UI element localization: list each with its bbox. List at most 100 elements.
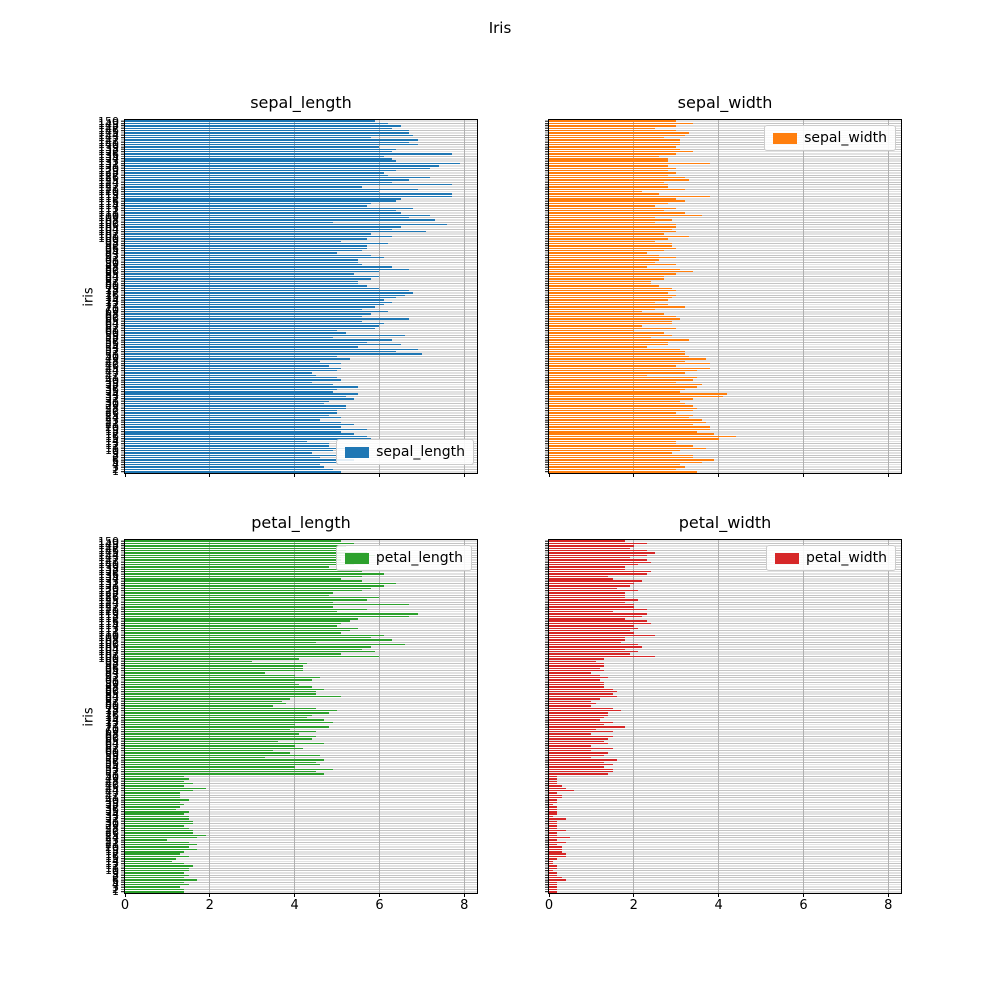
bar: [549, 815, 554, 818]
y-tick-label: 124: [98, 175, 119, 189]
y-tick-label: 64: [105, 317, 119, 331]
bar: [125, 747, 304, 749]
bar: [125, 629, 350, 632]
y-tick-label: 123: [98, 598, 119, 612]
y-tick-label: 139: [98, 560, 119, 574]
bar: [549, 221, 656, 224]
y-tick-label: 106: [98, 218, 119, 232]
y-tick-label: 92: [105, 671, 119, 685]
bar: [125, 209, 397, 212]
bar: [549, 301, 656, 304]
bar: [125, 348, 418, 351]
vertical-gridline: [378, 120, 380, 473]
bar: [549, 395, 723, 398]
bar: [125, 792, 181, 794]
bar: [125, 653, 342, 655]
x-tick: [802, 893, 804, 897]
bar: [549, 155, 660, 158]
bar: [125, 153, 452, 155]
y-tick-label: 120: [98, 185, 119, 199]
y-tick-label: 46: [105, 359, 119, 373]
bar: [549, 608, 647, 611]
bar: [549, 299, 668, 301]
bar: [125, 353, 422, 355]
y-tick-label: 143: [98, 551, 119, 565]
bar: [549, 435, 736, 438]
bar: [125, 405, 346, 407]
x-tick: [463, 473, 465, 477]
bar: [125, 832, 193, 834]
bar: [125, 749, 274, 752]
bar: [549, 794, 562, 797]
x-tick-labels: 0 2 4 6 8: [545, 898, 901, 914]
y-tick-label: 39: [105, 795, 119, 809]
bar: [549, 304, 668, 306]
bar: [549, 273, 677, 275]
bar: [125, 320, 363, 322]
y-tick-label: 36: [105, 802, 119, 816]
bar: [549, 681, 605, 684]
bar: [125, 127, 393, 129]
bar: [125, 207, 414, 209]
y-tick-label: 61: [105, 744, 119, 758]
bar: [125, 582, 397, 585]
y-tick-label: 62: [105, 741, 119, 755]
bar: [549, 721, 613, 724]
y-tick-label: 108: [98, 633, 119, 647]
bar: [549, 561, 651, 564]
y-tick-label: 88: [105, 680, 119, 694]
bar: [549, 275, 664, 278]
bar: [125, 308, 363, 311]
y-tick-label: 80: [105, 699, 119, 713]
bar: [549, 160, 668, 162]
bar: [549, 813, 558, 815]
bar: [125, 318, 410, 320]
x-tick-label: 4: [290, 898, 299, 913]
bar: [549, 585, 630, 587]
bar: [125, 881, 185, 884]
y-tick-label: 113: [98, 621, 119, 635]
bar: [125, 846, 189, 848]
bar: [549, 599, 639, 601]
y-tick-label: 23: [105, 833, 119, 847]
y-tick-label: 5: [112, 455, 119, 469]
bar: [549, 365, 677, 367]
bar: [549, 461, 702, 464]
bar: [549, 869, 554, 872]
y-tick-label: 73: [105, 295, 119, 309]
x-tick-label: 2: [629, 898, 638, 913]
bar: [549, 853, 566, 855]
bar: [125, 622, 342, 625]
bar: [125, 700, 282, 702]
y-tick-label: 76: [105, 288, 119, 302]
bar: [549, 549, 647, 552]
legend: sepal_length: [336, 439, 474, 465]
bar: [125, 398, 354, 400]
y-tick-label: 139: [98, 140, 119, 154]
bar: [125, 449, 333, 452]
bar: [125, 632, 342, 634]
y-tick-label: 56: [105, 755, 119, 769]
bar: [125, 554, 376, 556]
bar: [125, 618, 359, 620]
bar: [549, 684, 605, 686]
bar: [549, 735, 613, 738]
bar: [125, 879, 198, 881]
bar: [549, 540, 626, 542]
bar: [125, 549, 346, 552]
bar: [549, 468, 677, 471]
bar: [125, 271, 380, 273]
bar: [125, 660, 253, 662]
y-tick-label: 2: [112, 462, 119, 476]
bar: [125, 259, 359, 261]
bar: [549, 712, 609, 714]
y-tick-label: 68: [105, 307, 119, 321]
bar: [125, 665, 304, 667]
bar: [125, 440, 308, 442]
bar: [125, 438, 371, 440]
bar: [125, 464, 321, 466]
bar: [125, 766, 295, 768]
y-tick-label: 67: [105, 310, 119, 323]
bar: [549, 209, 664, 212]
y-tick-label: 146: [98, 124, 119, 138]
